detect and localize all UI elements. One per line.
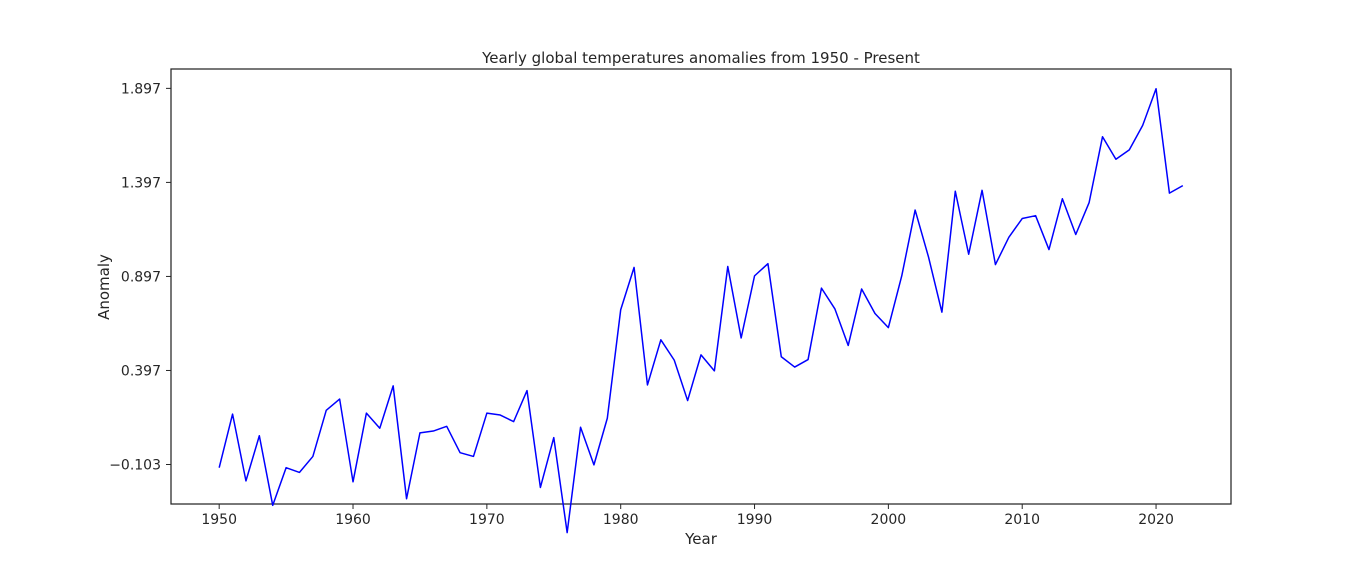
x-axis-title: Year xyxy=(684,530,718,548)
y-tick-label: 1.397 xyxy=(121,175,161,191)
x-tick-label: 1970 xyxy=(469,512,505,528)
y-tick-label: 0.897 xyxy=(121,269,161,285)
y-axis-title: Anomaly xyxy=(95,254,113,320)
x-tick-label: 2010 xyxy=(1004,512,1040,528)
plot-frame xyxy=(170,68,1232,505)
y-tick-label: 1.897 xyxy=(121,81,161,97)
x-tick-label: 2000 xyxy=(871,512,907,528)
x-axis-ticks: 1950 1960 1970 1980 1990 2000 2010 2020 xyxy=(201,504,1174,528)
y-tick-label: 0.397 xyxy=(121,363,161,379)
x-tick-label: 2020 xyxy=(1138,512,1174,528)
chart-title: Yearly global temperatures anomalies fro… xyxy=(481,49,920,67)
x-tick-label: 1980 xyxy=(603,512,639,528)
x-tick-label: 1950 xyxy=(201,512,237,528)
y-tick-label: −0.103 xyxy=(109,458,161,474)
x-tick-label: 1960 xyxy=(335,512,371,528)
y-axis-ticks: −0.103 0.397 0.897 1.397 1.897 xyxy=(109,81,171,474)
x-tick-label: 1990 xyxy=(737,512,773,528)
series-line xyxy=(218,88,1184,534)
series-layer xyxy=(218,88,1184,534)
